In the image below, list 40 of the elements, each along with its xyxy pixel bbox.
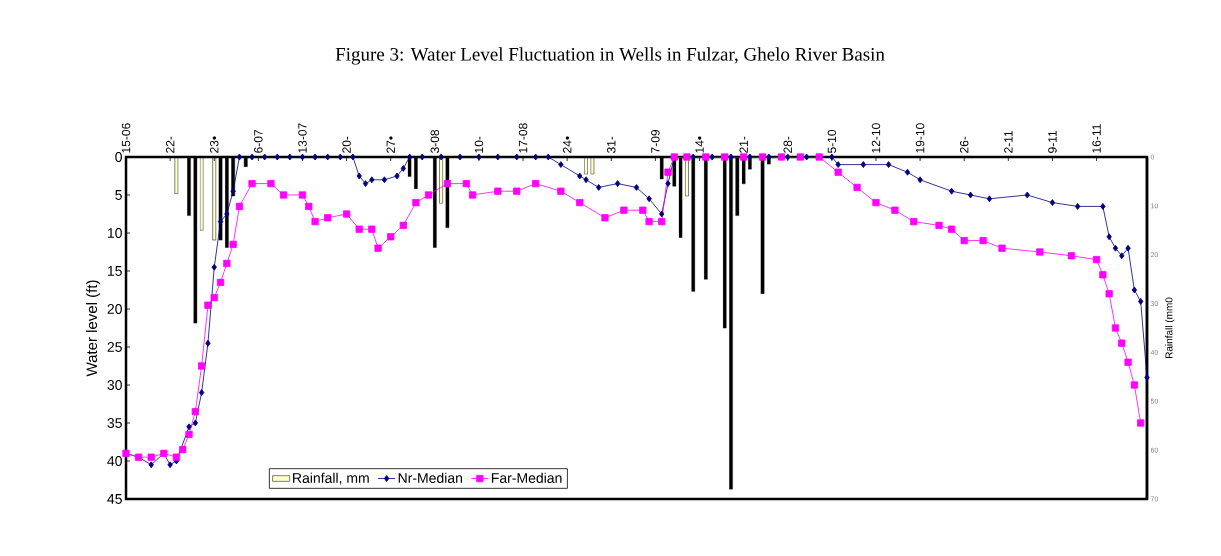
y2-axis-title: Rainfall (mm0 (1165, 297, 1175, 359)
x-tick-label: 27• (386, 136, 395, 153)
x-tick-label: 28- (783, 136, 792, 153)
y-axis-title: Water level (ft) (86, 280, 101, 377)
x-tick-label: 16-11 (1092, 124, 1101, 153)
x-tick-label: 19-10 (915, 123, 925, 153)
x-tick-label: 23• (210, 136, 219, 153)
y-tick-label: 5 (115, 190, 122, 200)
y-tick-label: 15 (107, 266, 122, 276)
x-tick-label: 24• (562, 136, 572, 153)
legend-label: Far-Median (491, 472, 562, 483)
x-tick-label: 9-11 (1048, 130, 1057, 153)
x-tick-label: 22- (165, 136, 175, 153)
x-tick-label: 7-09 (651, 130, 660, 153)
x-tick-label: 12-10 (871, 123, 881, 153)
x-tick-label: 6-07 (254, 130, 263, 153)
x-tick-label: 21- (739, 136, 748, 153)
x-tick-label: 17-08 (518, 123, 528, 153)
chart-title: Figure 3: Water Level Fluctuation in Wells in Fulzar, Ghelo River Basin (335, 47, 885, 65)
y-tick-label: 30 (107, 380, 122, 390)
y-tick-label: 25 (107, 342, 122, 352)
x-tick-label: 26- (959, 136, 969, 153)
x-tick-label: 2-11 (1004, 130, 1013, 153)
x-tick-label: 13-07 (298, 123, 307, 153)
bar (439, 156, 443, 204)
x-tick-label: 14• (695, 136, 704, 153)
x-tick-label: 31- (607, 136, 616, 154)
x-tick-label: 15-06 (121, 123, 131, 153)
y-tick-label: 20 (107, 304, 122, 314)
y-tick-label: 35 (107, 418, 122, 428)
x-tick-label: 5-10 (827, 129, 837, 153)
x-tick-label: 3-08 (430, 129, 440, 154)
y-tick-label: 45 (107, 494, 122, 504)
y-tick-label: 0 (115, 152, 122, 162)
x-tick-label: 10- (474, 136, 484, 153)
legend-label: Rainfall, mm (293, 472, 369, 485)
y-tick-label: 40 (107, 456, 122, 466)
y-tick-label: 10 (107, 228, 122, 238)
legend-label: Nr-Median (398, 472, 463, 483)
x-tick-label: 20- (342, 136, 351, 153)
